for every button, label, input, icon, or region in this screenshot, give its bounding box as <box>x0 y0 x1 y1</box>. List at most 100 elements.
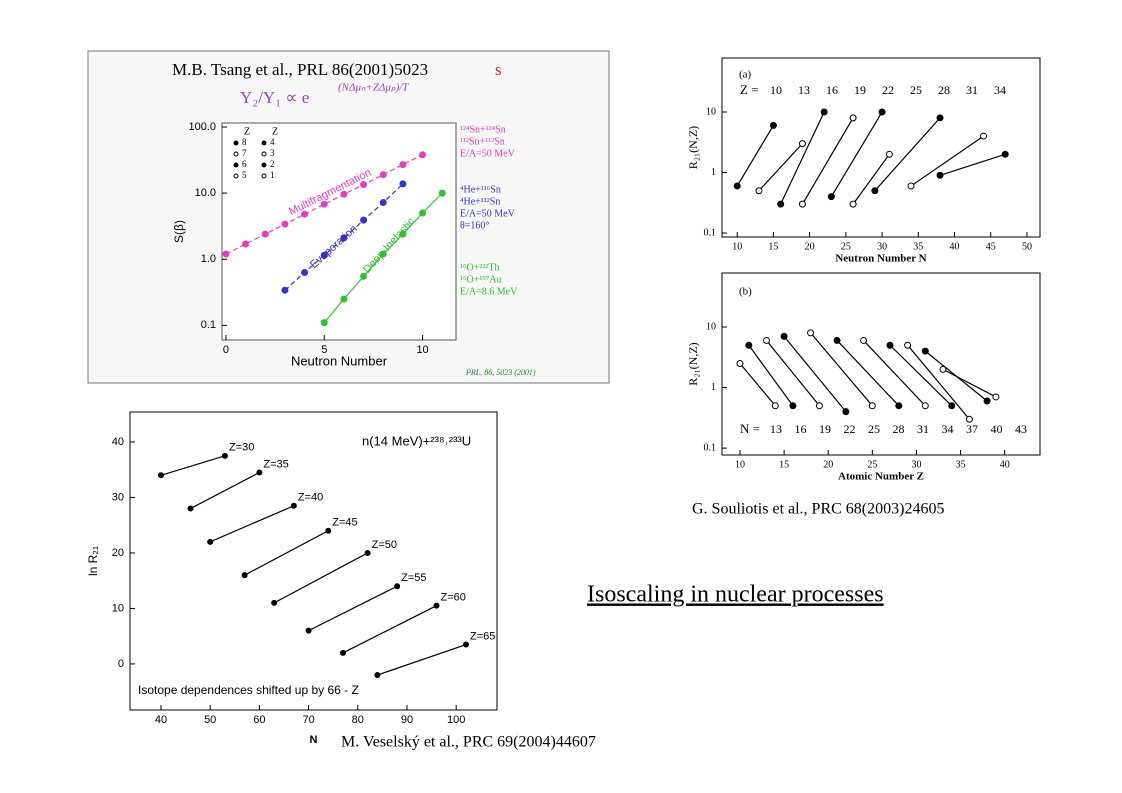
y-tick-label: 0.1 <box>704 442 717 453</box>
x-tick-label: 35 <box>956 459 966 470</box>
data-point <box>379 250 387 258</box>
data-point <box>820 108 828 116</box>
series-name: Z=55 <box>401 572 426 584</box>
data-point <box>878 108 886 116</box>
data-point <box>360 272 368 280</box>
reaction-label: ¹²⁴Sn+¹²⁴Sn <box>460 124 506 135</box>
x-axis-label: Atomic Number Z <box>838 471 924 483</box>
series-line <box>852 153 890 205</box>
data-point <box>789 402 797 410</box>
legend-symbol <box>233 162 239 168</box>
x-tick-label: 20 <box>823 459 833 470</box>
data-point <box>325 527 332 534</box>
x-tick-label: 100 <box>447 714 465 726</box>
legend-label: 6 <box>242 159 247 169</box>
legend-symbol <box>261 151 267 157</box>
data-point <box>320 251 328 259</box>
series-line <box>874 117 941 192</box>
series-name: 34 <box>942 422 954 436</box>
data-point <box>221 452 228 459</box>
data-point <box>290 502 297 509</box>
legend-label: 1 <box>270 170 275 180</box>
x-tick-label: 0 <box>223 344 229 356</box>
data-point <box>364 549 371 556</box>
data-point <box>242 240 250 248</box>
data-point <box>256 469 263 476</box>
series-line <box>244 530 329 576</box>
x-axis-label: Neutron Number N <box>835 253 926 265</box>
data-point <box>921 347 929 355</box>
y-tick-label: 10 <box>706 321 716 332</box>
series-name: 22 <box>882 83 894 97</box>
data-point <box>983 397 991 405</box>
x-tick-label: 35 <box>913 241 923 252</box>
data-point <box>886 341 894 349</box>
y-tick-label: 1.0 <box>201 253 216 265</box>
x-tick-label: 5 <box>321 344 327 356</box>
legend-label: 8 <box>242 137 247 147</box>
data-point <box>340 649 347 656</box>
formula: Y₂/Y₁ ∝ e <box>240 88 309 107</box>
legend-symbol <box>233 173 239 179</box>
y-tick-label: 0.1 <box>704 227 717 238</box>
legend-label: 3 <box>270 148 275 158</box>
x-tick-label: 30 <box>911 459 921 470</box>
data-point <box>360 216 368 224</box>
x-tick-label: 15 <box>779 459 789 470</box>
data-point <box>755 187 763 195</box>
formula-exponent: (NΔμₙ+ZΔμₚ)/T <box>338 82 409 94</box>
data-point <box>860 336 868 344</box>
data-point <box>340 234 348 242</box>
series-name: 43 <box>1015 422 1027 436</box>
series-line <box>736 125 774 187</box>
series-name: 10 <box>770 83 782 97</box>
series-name: Z=30 <box>229 442 254 454</box>
data-point <box>771 402 779 410</box>
series-name: 31 <box>917 422 929 436</box>
data-point <box>827 193 835 201</box>
data-point <box>780 332 788 340</box>
series-line <box>209 505 295 543</box>
series-line <box>889 344 953 407</box>
data-point <box>463 641 470 648</box>
y-tick-label: 0.1 <box>201 319 216 331</box>
data-point <box>936 114 944 122</box>
note: Isotope dependences shifted up by 66 - Z <box>138 683 359 697</box>
caption: M.B. Tsang et al., PRL 86(2001)5023 <box>172 60 428 79</box>
data-point <box>433 602 440 609</box>
series-name: 31 <box>966 83 978 97</box>
reaction-label: E/A=50 MeV <box>460 208 516 219</box>
data-point <box>394 583 401 590</box>
series-name: 28 <box>893 422 905 436</box>
series-line <box>830 111 883 197</box>
data-point <box>305 627 312 634</box>
series-line <box>273 552 368 604</box>
series-line <box>910 135 984 187</box>
data-point <box>907 182 915 190</box>
data-point <box>762 336 770 344</box>
plot-frame <box>721 272 1041 456</box>
data-point <box>979 132 987 140</box>
reaction-label: E/A=50 MeV <box>460 148 516 159</box>
x-tick-label: 70 <box>302 714 314 726</box>
series-line <box>739 363 776 407</box>
data-point <box>301 268 309 276</box>
plot-frame <box>129 411 498 711</box>
data-point <box>798 200 806 208</box>
series-name: 28 <box>938 83 950 97</box>
x-tick-label: 20 <box>805 241 815 252</box>
data-point <box>187 505 194 512</box>
data-point <box>320 319 328 327</box>
x-tick-label: 40 <box>155 714 167 726</box>
data-point <box>849 200 857 208</box>
series-name: 13 <box>770 422 782 436</box>
data-point <box>207 538 214 545</box>
x-tick-label: 60 <box>253 714 265 726</box>
data-point <box>399 161 407 169</box>
y-tick-label: 20 <box>112 547 124 559</box>
data-point <box>340 190 348 198</box>
y-tick-label: 10 <box>706 106 716 117</box>
data-point <box>871 187 879 195</box>
reaction-label: ⁴He+¹¹⁶Sn <box>460 184 501 195</box>
series-name: 19 <box>854 83 866 97</box>
